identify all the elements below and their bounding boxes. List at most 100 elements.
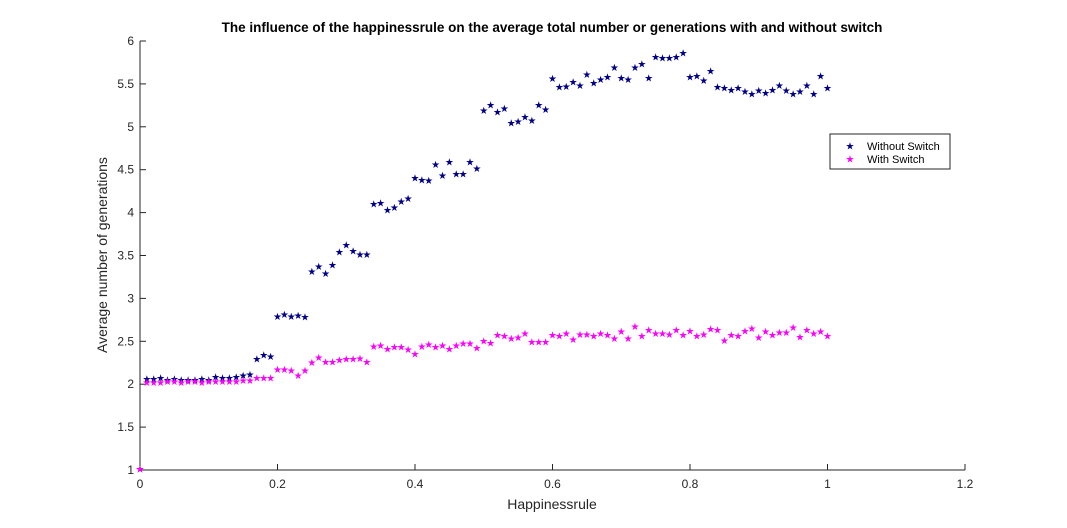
data-point: ★ <box>644 73 653 84</box>
data-point: ★ <box>809 329 818 340</box>
data-point: ★ <box>259 374 268 385</box>
data-point: ★ <box>259 350 268 361</box>
data-point: ★ <box>589 332 598 343</box>
y-tick-label: 3 <box>127 291 134 305</box>
data-point: ★ <box>411 350 420 361</box>
data-point: ★ <box>321 269 330 280</box>
data-point: ★ <box>445 344 454 355</box>
data-point: ★ <box>424 340 433 351</box>
data-point: ★ <box>252 374 261 385</box>
data-point: ★ <box>534 338 543 349</box>
data-point: ★ <box>782 328 791 339</box>
y-tick-label: 2 <box>127 377 134 391</box>
data-point: ★ <box>679 331 688 342</box>
data-point: ★ <box>603 72 612 83</box>
data-point: ★ <box>486 338 495 349</box>
data-point: ★ <box>314 353 323 364</box>
data-point: ★ <box>184 375 193 386</box>
y-tick-label: 4 <box>127 206 134 220</box>
data-point: ★ <box>624 75 633 86</box>
data-point: ★ <box>356 250 365 261</box>
data-point: ★ <box>136 465 145 476</box>
x-tick-label: 1 <box>824 477 831 491</box>
data-point: ★ <box>576 81 585 92</box>
data-point: ★ <box>225 377 234 388</box>
data-point: ★ <box>617 73 626 84</box>
data-point: ★ <box>397 197 406 208</box>
data-point: ★ <box>555 332 564 343</box>
data-point: ★ <box>699 76 708 87</box>
data-point: ★ <box>479 106 488 117</box>
data-point: ★ <box>335 356 344 367</box>
data-point: ★ <box>177 378 186 389</box>
data-point: ★ <box>692 332 701 343</box>
data-point: ★ <box>479 337 488 348</box>
data-point: ★ <box>294 311 303 322</box>
data-point: ★ <box>280 310 289 321</box>
legend-label-with-switch: With Switch <box>867 154 924 166</box>
data-point: ★ <box>239 371 248 382</box>
data-point: ★ <box>142 374 151 385</box>
data-point: ★ <box>562 329 571 340</box>
data-point: ★ <box>301 313 310 324</box>
data-point: ★ <box>768 85 777 96</box>
data-point: ★ <box>356 354 365 365</box>
data-point: ★ <box>287 312 296 323</box>
data-point: ★ <box>720 84 729 95</box>
data-point: ★ <box>747 90 756 101</box>
data-point: ★ <box>665 54 674 65</box>
y-ticks: 1 1.5 2 2.5 3 3.5 4 4.5 5 5.5 6 <box>117 34 146 477</box>
data-point: ★ <box>239 376 248 387</box>
data-point: ★ <box>177 375 186 386</box>
data-point: ★ <box>218 374 227 385</box>
data-point: ★ <box>301 366 310 377</box>
data-point: ★ <box>789 323 798 334</box>
data-point: ★ <box>624 334 633 345</box>
data-point: ★ <box>796 332 805 343</box>
x-tick-label: 0 <box>137 477 144 491</box>
data-point: ★ <box>768 331 777 342</box>
legend-marker-with-switch: ★ <box>846 155 855 166</box>
data-point: ★ <box>823 332 832 343</box>
x-tick-label: 0.8 <box>682 477 699 491</box>
data-point: ★ <box>232 373 241 384</box>
data-point: ★ <box>644 326 653 337</box>
data-point: ★ <box>397 343 406 354</box>
data-point: ★ <box>610 334 619 345</box>
data-point: ★ <box>321 357 330 368</box>
data-point: ★ <box>383 344 392 355</box>
data-point: ★ <box>273 365 282 376</box>
data-point: ★ <box>466 339 475 350</box>
data-point: ★ <box>211 377 220 388</box>
data-point: ★ <box>651 53 660 64</box>
data-point: ★ <box>383 205 392 216</box>
data-point: ★ <box>637 60 646 71</box>
data-point: ★ <box>204 375 213 386</box>
data-point: ★ <box>459 339 468 350</box>
data-point: ★ <box>390 343 399 354</box>
data-point: ★ <box>596 75 605 86</box>
series-without-switch: ★★★★★★★★★★★★★★★★★★★★★★★★★★★★★★★★★★★★★★★★… <box>136 48 833 475</box>
data-point: ★ <box>617 327 626 338</box>
data-point: ★ <box>603 331 612 342</box>
data-point: ★ <box>369 199 378 210</box>
data-point: ★ <box>273 312 282 323</box>
data-point: ★ <box>741 87 750 98</box>
data-point: ★ <box>789 90 798 101</box>
data-point: ★ <box>548 331 557 342</box>
data-point: ★ <box>541 105 550 116</box>
legend-marker-without-switch: ★ <box>846 142 855 153</box>
data-point: ★ <box>424 176 433 187</box>
data-point: ★ <box>170 377 179 388</box>
y-tick-label: 5.5 <box>117 77 134 91</box>
data-point: ★ <box>294 371 303 382</box>
data-point: ★ <box>472 164 481 175</box>
data-point: ★ <box>734 332 743 343</box>
data-point: ★ <box>218 377 227 388</box>
data-point: ★ <box>156 378 165 389</box>
data-point: ★ <box>775 328 784 339</box>
data-point: ★ <box>184 377 193 388</box>
data-point: ★ <box>527 338 536 349</box>
data-point: ★ <box>713 326 722 337</box>
y-tick-label: 1.5 <box>117 420 134 434</box>
